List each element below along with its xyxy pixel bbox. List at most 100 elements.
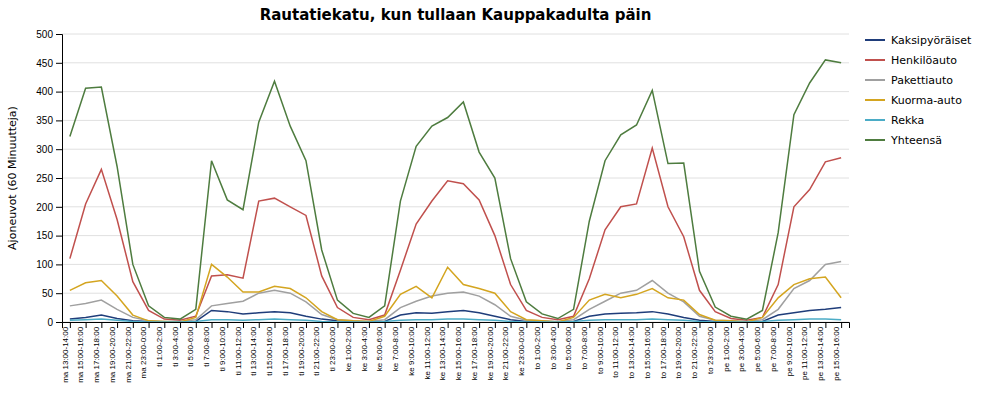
x-tick-mark: [810, 322, 811, 328]
x-tick-mark: [196, 322, 197, 328]
x-tick: ke 19:00-20:00: [486, 322, 496, 380]
x-tick-label: ti 9:00-10:00: [218, 326, 227, 371]
y-tick: 450: [36, 58, 62, 69]
x-tick-mark: [259, 322, 260, 328]
x-tick-mark: [353, 322, 354, 328]
x-tick-label: to 5:00-6:00: [564, 326, 573, 369]
x-tick-label: ke 1:00-2:00: [344, 326, 353, 371]
x-tick: ke 9:00-10:00: [407, 322, 417, 376]
y-tick-mark: [56, 120, 62, 121]
y-tick-mark: [56, 264, 62, 265]
x-tick: ti 17:00-18:00: [281, 322, 291, 376]
x-tick-mark: [385, 322, 386, 328]
legend-item: Pakettiauto: [865, 74, 953, 87]
grid-line: [62, 264, 849, 265]
x-tick: ke 3:00-4:00: [360, 322, 370, 371]
x-tick-mark: [227, 322, 228, 328]
y-tick-label: 450: [36, 58, 53, 69]
x-tick-mark: [101, 322, 102, 328]
x-tick-label: ke 11:00-12:00: [423, 326, 432, 379]
x-tick-mark: [448, 322, 449, 328]
y-tick-mark: [56, 207, 62, 208]
x-tick-mark: [589, 322, 590, 328]
x-tick-label: to 7:00-8:00: [580, 326, 589, 369]
lines: [70, 60, 841, 322]
x-tick-mark: [463, 322, 464, 328]
y-tick-label: 350: [36, 115, 53, 126]
y-tick-label: 50: [42, 288, 54, 299]
x-tick: pe 7:00-8:00: [769, 322, 779, 372]
x-tick: ti 1:00-2:00: [155, 322, 165, 367]
y-tick: 200: [36, 202, 62, 213]
x-tick-label: pe 13:00-14:00: [816, 326, 825, 380]
y-tick: 400: [36, 86, 62, 97]
x-tick-mark: [825, 322, 826, 328]
x-tick: ti 13:00-14:00: [249, 322, 259, 376]
x-tick: ke 7:00-8:00: [391, 322, 401, 371]
x-tick-label: pe 11:00-12:00: [800, 326, 809, 380]
x-tick: pe 13:00-14:00: [816, 322, 826, 381]
y-tick-mark: [56, 322, 62, 323]
x-tick: ti 21:00-22:00: [312, 322, 322, 376]
x-tick: to 13:00-14:00: [627, 322, 637, 378]
x-tick: to 23:00-0:00: [706, 322, 716, 374]
x-tick-label: ke 3:00-4:00: [360, 326, 369, 371]
x-tick-label: ti 5:00-6:00: [186, 326, 195, 367]
x-tick: pe 3:00-4:00: [737, 322, 747, 372]
x-tick: to 15:00-16:00: [643, 322, 653, 378]
x-tick: ma 17:00-18:00: [92, 322, 102, 383]
y-tick: 300: [36, 144, 62, 155]
plot: 050100150200250300350400450500ma 13:00-1…: [36, 29, 849, 383]
legend-label: Henkilöauto: [891, 54, 957, 67]
x-tick-label: ti 21:00-22:00: [312, 326, 321, 375]
y-tick-label: 150: [36, 230, 53, 241]
y-tick-mark: [56, 63, 62, 64]
x-tick-label: ke 19:00-20:00: [486, 326, 495, 380]
x-tick-mark: [86, 322, 87, 328]
x-tick-label: ma 23:00-0:00: [139, 326, 148, 378]
x-tick: to 5:00-6:00: [564, 322, 574, 370]
x-tick-label: to 23:00-0:00: [706, 326, 715, 374]
x-tick: pe 15:00-16:00: [832, 322, 842, 381]
y-tick: 250: [36, 173, 62, 184]
grid-line: [62, 120, 849, 121]
x-tick-label: ti 13:00-14:00: [249, 326, 258, 375]
x-tick: ti 15:00-16:00: [265, 322, 275, 376]
x-tick: ma 13:00-14:00: [61, 322, 71, 383]
x-tick-mark: [668, 322, 669, 328]
x-tick-mark: [133, 322, 134, 328]
grid-line: [62, 235, 849, 236]
x-tick: ke 23:00-0:00: [517, 322, 527, 376]
x-tick-label: to 3:00-4:00: [549, 326, 558, 369]
x-tick: ke 21:00-22:00: [501, 322, 511, 380]
x-tick-mark: [243, 322, 244, 328]
x-tick-label: to 9:00-10:00: [596, 326, 605, 374]
x-tick: to 7:00-8:00: [580, 322, 590, 370]
x-tick-label: pe 7:00-8:00: [769, 326, 778, 371]
x-tick-label: ke 5:00-6:00: [375, 326, 384, 371]
y-tick: 50: [42, 288, 62, 299]
y-axis: 050100150200250300350400450500: [36, 29, 62, 328]
x-tick-mark: [637, 322, 638, 328]
legend-label: Kaksipyöräiset: [891, 34, 972, 47]
x-tick: pe 5:00-6:00: [753, 322, 763, 372]
legend-swatch: [865, 119, 885, 121]
legend-item: Henkilöauto: [865, 54, 957, 67]
x-tick-mark: [212, 322, 213, 328]
x-tick-mark: [432, 322, 433, 328]
x-tick-label: ma 15:00-16:00: [76, 326, 85, 383]
x-tick: pe 9:00-10:00: [785, 322, 795, 376]
x-tick-label: pe 15:00-16:00: [832, 326, 841, 380]
x-tick-mark: [337, 322, 338, 328]
x-tick: ma 23:00-0:00: [139, 322, 149, 378]
x-tick-label: ti 15:00-16:00: [265, 326, 274, 375]
x-axis: ma 13:00-14:00 ma 15:00-16:00 ma 17:00-18:…: [61, 322, 850, 383]
x-tick-mark: [117, 322, 118, 328]
x-tick-label: to 11:00-12:00: [611, 326, 620, 378]
grid: [62, 34, 849, 322]
x-tick-mark: [416, 322, 417, 328]
x-tick-label: ti 1:00-2:00: [155, 326, 164, 367]
grid-line: [62, 178, 849, 179]
x-tick: to 9:00-10:00: [596, 322, 606, 374]
y-tick: 500: [36, 29, 62, 40]
